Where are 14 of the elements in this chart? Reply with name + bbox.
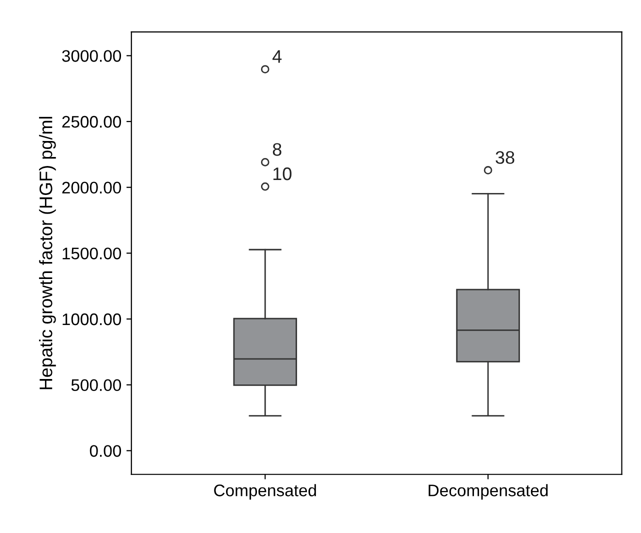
- annotation: 8: [272, 143, 282, 156]
- annotation: 38: [496, 151, 514, 164]
- x-tick-label: Compensated: [214, 484, 316, 500]
- annotation: 10: [273, 167, 292, 180]
- y-axis-title: Hepatic growth factor (HGF) pg/ml: [39, 116, 56, 390]
- y-tick-label: 1000.00: [62, 313, 122, 326]
- y-tick-label: 3000.00: [62, 50, 122, 62]
- y-tick-label: 2500.00: [62, 116, 122, 128]
- x-tick-label: Decompensated: [428, 484, 548, 500]
- y-tick-label: 0.00: [90, 445, 122, 457]
- y-tick-label: 1500.00: [62, 248, 122, 260]
- y-tick-label: 500.00: [71, 379, 122, 392]
- annotation: 4: [272, 50, 282, 63]
- y-tick-label: 2000.00: [62, 182, 122, 194]
